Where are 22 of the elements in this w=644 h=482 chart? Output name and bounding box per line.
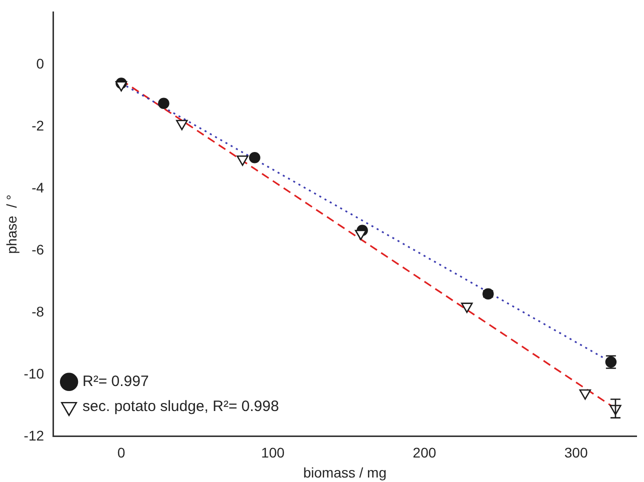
y-tick-label: -6 xyxy=(32,241,44,258)
point xyxy=(461,302,473,313)
point xyxy=(158,98,170,110)
x-tick-label: 0 xyxy=(117,444,126,461)
point xyxy=(115,81,128,92)
y-tick-label: -10 xyxy=(24,365,44,382)
y-tick-label: -2 xyxy=(32,117,44,134)
point xyxy=(236,155,248,166)
y-axis-title: phase / ° xyxy=(3,194,20,254)
legend-label: sec. potato sludge, R²= 0.998 xyxy=(82,398,279,416)
legend-label: R²= 0.997 xyxy=(82,373,149,390)
point xyxy=(176,120,188,130)
x-tick-label: 200 xyxy=(412,444,436,461)
y-tick-label: -12 xyxy=(24,427,44,444)
y-tick-label: -4 xyxy=(32,179,44,196)
x-tick-label: 100 xyxy=(261,444,285,461)
point xyxy=(579,389,591,400)
x-tick-label: 300 xyxy=(564,444,588,461)
y-tick-label: -8 xyxy=(32,303,44,320)
y-tick-label: 0 xyxy=(36,56,44,72)
point xyxy=(249,152,260,164)
x-axis-title: biomass / mg xyxy=(303,464,386,480)
